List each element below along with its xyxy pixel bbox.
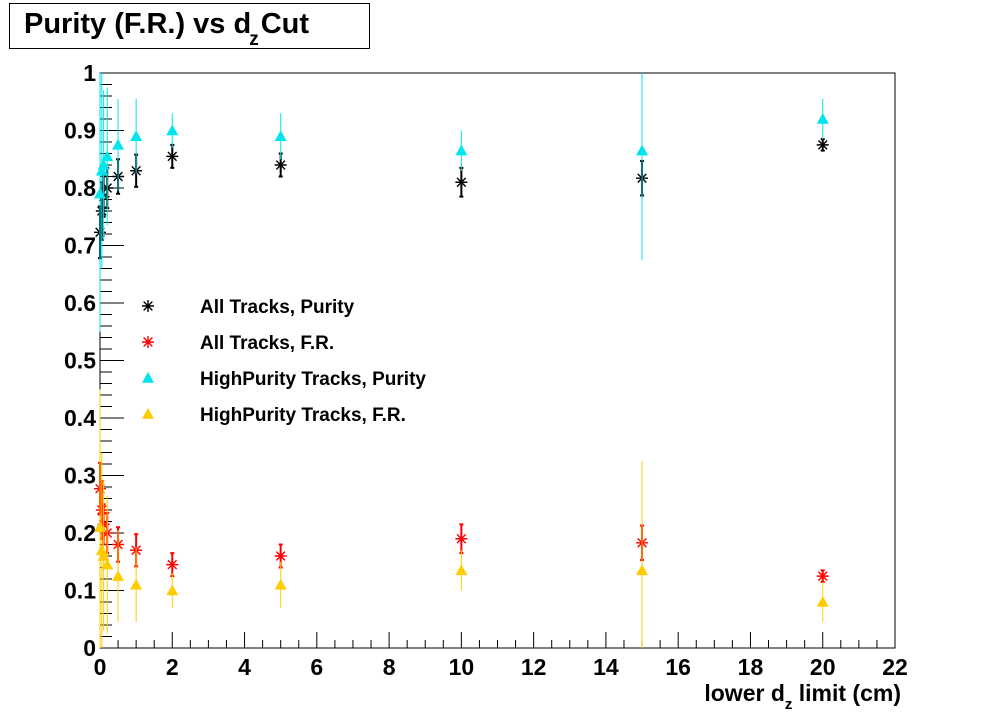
x-axis-label: lower dz limit (cm) bbox=[704, 680, 901, 713]
x-tick-label: 0 bbox=[94, 654, 107, 680]
x-axis-label-subscript: z bbox=[784, 696, 793, 713]
data-point bbox=[95, 164, 108, 176]
y-tick-label: 0.7 bbox=[64, 233, 96, 259]
x-tick-label: 18 bbox=[738, 654, 764, 680]
data-point bbox=[816, 113, 829, 124]
legend-label: All Tracks, F.R. bbox=[200, 333, 334, 354]
x-tick-label: 10 bbox=[449, 654, 475, 680]
legend-marker bbox=[142, 408, 154, 419]
data-point bbox=[112, 138, 125, 150]
x-tick-label: 6 bbox=[310, 654, 323, 680]
y-tick-label: 0.6 bbox=[64, 290, 96, 316]
data-point bbox=[166, 584, 179, 596]
data-point bbox=[130, 578, 143, 590]
x-tick-label: 8 bbox=[383, 654, 396, 680]
legend-marker bbox=[142, 336, 154, 348]
series-highpurity-tracks-f-r bbox=[94, 389, 829, 648]
y-tick-label: 1 bbox=[83, 60, 96, 86]
legend-label: HighPurity Tracks, Purity bbox=[200, 369, 426, 390]
data-point bbox=[816, 138, 829, 151]
y-tick-label: 0.9 bbox=[64, 118, 96, 144]
chart-title-subscript: z bbox=[249, 29, 259, 50]
x-tick-label: 16 bbox=[665, 654, 691, 680]
legend-marker bbox=[142, 300, 154, 312]
data-point bbox=[636, 144, 649, 156]
data-point bbox=[274, 130, 287, 142]
data-point bbox=[455, 564, 468, 576]
plot-frame bbox=[99, 72, 896, 649]
data-point bbox=[455, 144, 468, 156]
data-point bbox=[112, 570, 125, 581]
chart-title-suffix: Cut bbox=[260, 8, 310, 40]
data-point bbox=[94, 521, 106, 533]
data-point bbox=[636, 564, 649, 576]
y-tick-label: 0.4 bbox=[64, 405, 96, 431]
y-tick-label: 0.3 bbox=[64, 463, 96, 489]
data-point bbox=[455, 176, 468, 189]
y-tick-label: 0.2 bbox=[64, 520, 96, 546]
data-point bbox=[274, 159, 287, 171]
data-point bbox=[101, 558, 114, 570]
data-point bbox=[274, 578, 287, 590]
x-axis-label-main: lower d bbox=[704, 680, 785, 706]
data-point bbox=[455, 532, 468, 545]
data-point bbox=[97, 550, 110, 561]
x-tick-label: 14 bbox=[593, 654, 619, 680]
x-tick-label: 4 bbox=[238, 654, 251, 680]
x-tick-label: 20 bbox=[810, 654, 836, 680]
x-axis-label-suffix: limit (cm) bbox=[792, 680, 901, 706]
y-tick-label: 0 bbox=[83, 635, 96, 661]
x-tick-label: 22 bbox=[882, 654, 908, 680]
chart-title-main: Purity (F.R.) vs d bbox=[24, 8, 252, 40]
data-point bbox=[816, 596, 829, 607]
x-tick-label: 2 bbox=[166, 654, 179, 680]
data-point bbox=[166, 124, 179, 136]
y-tick-label: 0.8 bbox=[64, 175, 96, 201]
series-highpurity-tracks-purity bbox=[94, 73, 829, 332]
data-point bbox=[130, 130, 143, 142]
y-tick-label: 0.5 bbox=[64, 348, 96, 374]
data-point bbox=[94, 187, 106, 199]
x-tick-label: 12 bbox=[521, 654, 547, 680]
data-point bbox=[97, 159, 110, 170]
data-point bbox=[166, 150, 179, 163]
y-tick-label: 0.1 bbox=[64, 578, 96, 604]
legend-marker bbox=[142, 372, 154, 383]
data-point bbox=[101, 150, 114, 162]
data-point bbox=[166, 558, 179, 571]
chart-title-box: Purity (F.R.) vs dzCut bbox=[9, 3, 370, 50]
legend-label: HighPurity Tracks, F.R. bbox=[200, 405, 406, 426]
data-point bbox=[816, 570, 829, 583]
data-point bbox=[274, 550, 287, 562]
chart-title: Purity (F.R.) vs dzCut bbox=[24, 8, 310, 50]
legend: All Tracks, Purity All Tracks, F.R. HighPu… bbox=[142, 297, 426, 426]
legend-label: All Tracks, Purity bbox=[200, 297, 355, 318]
